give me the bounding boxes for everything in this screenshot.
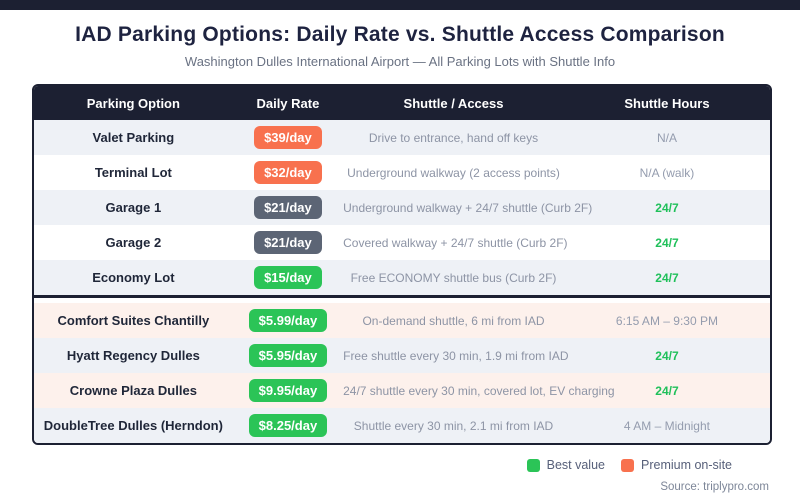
shuttle-access-cell: Covered walkway + 24/7 shuttle (Curb 2F) [343, 235, 568, 250]
table-row: Terminal Lot $32/day Underground walkway (… [34, 155, 770, 190]
daily-rate-cell: $32/day [233, 161, 343, 184]
daily-rate-cell: $21/day [233, 196, 343, 219]
table-row: Valet Parking $39/day Drive to entrance, h… [34, 120, 770, 155]
legend: Best value Premium on-site [0, 458, 800, 472]
best-value-swatch [526, 458, 540, 472]
parking-option-name: DoubleTree Dulles (Herndon) [43, 418, 223, 433]
page-title: IAD Parking Options: Daily Rate vs. Shut… [75, 23, 725, 46]
daily-rate-cell: $5.99/day [233, 309, 343, 332]
table-header-row: Parking Option Daily Rate Shuttle / Acce… [34, 86, 770, 120]
daily-rate-cell: $39/day [233, 126, 343, 149]
table-row: Garage 2 $21/day Covered walkway + 24/7 sh… [34, 225, 770, 260]
legend-label: Best value [546, 458, 605, 472]
shuttle-hours-cell: N/A (walk) [639, 165, 695, 180]
rate-badge: $15/day [254, 266, 322, 289]
legend-label: Premium on-site [641, 458, 732, 472]
parking-option-name: Valet Parking [92, 130, 175, 145]
shuttle-hours-cell: 24/7 [655, 235, 679, 250]
shuttle-hours-cell: 24/7 [655, 200, 679, 215]
column-header-shuttle-access: Shuttle / Access [403, 95, 504, 111]
parking-option-name: Economy Lot [92, 270, 175, 285]
daily-rate-cell: $9.95/day [233, 379, 343, 402]
parking-option-name: Garage 1 [105, 200, 162, 215]
parking-option-name: Crowne Plaza Dulles [69, 383, 197, 398]
table-row: Economy Lot $15/day Free ECONOMY shuttle b… [34, 260, 770, 295]
shuttle-access-cell: Shuttle every 30 min, 2.1 mi from IAD [353, 418, 554, 433]
table-row: Hyatt Regency Dulles $5.95/day Free shuttl… [34, 338, 770, 373]
shuttle-access-cell: Underground walkway + 24/7 shuttle (Curb… [343, 200, 593, 215]
table-row: Comfort Suites Chantilly $5.99/day On-dema… [34, 303, 770, 338]
top-accent-bar [0, 0, 800, 10]
parking-option-name: Terminal Lot [94, 165, 172, 180]
shuttle-access-cell: 24/7 shuttle every 30 min, covered lot, … [343, 383, 615, 398]
shuttle-hours-cell: 4 AM – Midnight [623, 418, 710, 433]
column-header-daily-rate: Daily Rate [256, 95, 320, 111]
rate-badge: $5.99/day [248, 309, 328, 332]
column-header-parking-option: Parking Option [86, 95, 180, 111]
shuttle-hours-cell: 6:15 AM – 9:30 PM [615, 313, 718, 328]
table-row: DoubleTree Dulles (Herndon) $8.25/day Shut… [34, 408, 770, 443]
shuttle-access-cell: Free shuttle every 30 min, 1.9 mi from I… [343, 348, 569, 363]
parking-option-name: Comfort Suites Chantilly [57, 313, 210, 328]
daily-rate-cell: $21/day [233, 231, 343, 254]
shuttle-hours-cell: 24/7 [655, 348, 679, 363]
shuttle-access-cell: On-demand shuttle, 6 mi from IAD [362, 313, 545, 328]
shuttle-access-cell: Underground walkway (2 access points) [347, 165, 560, 180]
rate-badge: $5.95/day [248, 344, 328, 367]
daily-rate-cell: $8.25/day [233, 414, 343, 437]
parking-comparison-table: Parking Option Daily Rate Shuttle / Acce… [32, 84, 772, 445]
shuttle-hours-cell: 24/7 [655, 270, 679, 285]
source-attribution: Source: triplypro.com [660, 481, 769, 493]
section-divider [34, 295, 770, 303]
parking-option-name: Garage 2 [105, 235, 162, 250]
table-body: Valet Parking $39/day Drive to entrance, h… [34, 120, 770, 443]
daily-rate-cell: $5.95/day [233, 344, 343, 367]
rate-badge: $39/day [254, 126, 322, 149]
rate-badge: $21/day [254, 231, 322, 254]
legend-item-premium-on-site: Premium on-site [621, 458, 732, 472]
rate-badge: $9.95/day [248, 379, 328, 402]
parking-option-name: Hyatt Regency Dulles [66, 348, 200, 363]
table-row: Crowne Plaza Dulles $9.95/day 24/7 shuttle… [34, 373, 770, 408]
column-header-shuttle-hours: Shuttle Hours [624, 95, 710, 111]
shuttle-hours-cell: N/A [656, 130, 677, 145]
premium-on-site-swatch [621, 458, 634, 472]
table-row: Garage 1 $21/day Underground walkway + 24/… [34, 190, 770, 225]
rate-badge: $32/day [254, 161, 322, 184]
shuttle-access-cell: Free ECONOMY shuttle bus (Curb 2F) [350, 270, 557, 285]
rate-badge: $21/day [254, 196, 322, 219]
shuttle-hours-cell: 24/7 [655, 383, 679, 398]
shuttle-access-cell: Drive to entrance, hand off keys [368, 130, 539, 145]
daily-rate-cell: $15/day [233, 266, 343, 289]
legend-item-best-value: Best value [526, 458, 605, 472]
page-subtitle: Washington Dulles International Airport … [184, 54, 616, 69]
rate-badge: $8.25/day [248, 414, 328, 437]
